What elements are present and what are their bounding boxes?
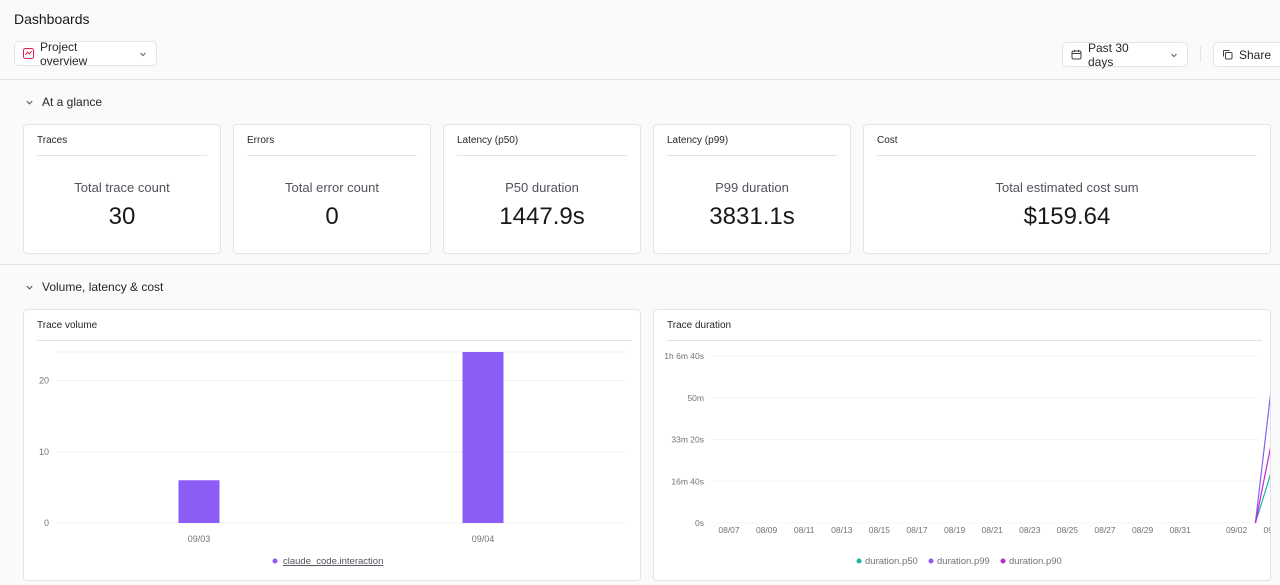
x-tick-label: 08/25 xyxy=(1057,525,1079,535)
metric-card-latency-p99: Latency (p99) P99 duration 3831.1s xyxy=(653,124,851,254)
toolbar-divider xyxy=(1200,46,1201,62)
x-tick-label: 08/09 xyxy=(756,525,778,535)
x-tick-label: 08/15 xyxy=(869,525,891,535)
chevron-down-icon xyxy=(26,285,33,290)
chevron-down-icon xyxy=(26,100,33,105)
y-tick-label: 33m 20s xyxy=(671,435,704,445)
metric-label: Total trace count xyxy=(74,180,170,195)
section-title: At a glance xyxy=(42,95,103,109)
y-tick-label: 10 xyxy=(39,447,49,457)
header-divider xyxy=(0,79,1280,80)
share-label: Share xyxy=(1239,47,1272,62)
dashboard-select-label: Project overview xyxy=(40,39,88,68)
metric-card-traces: Traces Total trace count 30 xyxy=(23,124,221,254)
metric-card-cost: Cost Total estimated cost sum $159.64 xyxy=(863,124,1271,254)
metric-value: 3831.1s xyxy=(709,203,795,230)
legend-label: duration.p90 xyxy=(1009,556,1062,567)
y-tick-label: 0s xyxy=(695,518,704,528)
date-range-label: Past 30 days xyxy=(1088,40,1129,69)
metric-label: P99 duration xyxy=(715,180,789,195)
legend-label: duration.p99 xyxy=(937,556,990,567)
chevron-down-icon xyxy=(140,52,146,56)
section-title: Volume, latency & cost xyxy=(42,280,164,294)
x-tick-label: 08/23 xyxy=(1019,525,1041,535)
metric-label: Total estimated cost sum xyxy=(995,180,1139,195)
series-line xyxy=(1254,393,1270,524)
legend-dot xyxy=(272,558,278,564)
legend-label: duration.p50 xyxy=(865,556,918,567)
x-tick-label: 09/03 xyxy=(188,534,211,544)
page-title: Dashboards xyxy=(14,11,90,27)
y-tick-label: 1h 6m 40s xyxy=(664,351,704,361)
copy-icon xyxy=(1223,50,1233,60)
legend-label: claude_code.interaction xyxy=(283,556,383,567)
legend-dot xyxy=(928,558,934,564)
chevron-down-icon xyxy=(1171,53,1177,57)
chart-card-trace-volume: Trace volume 0 10 20 09/03 09/04 claude_code.… xyxy=(23,309,641,581)
legend-dot xyxy=(856,558,862,564)
share-button[interactable]: Share xyxy=(1213,42,1280,67)
section-toggle-glance[interactable]: At a glance xyxy=(25,95,102,109)
x-tick-label: 09/04 xyxy=(472,534,495,544)
dashboard-select[interactable]: Project overview xyxy=(14,39,157,68)
card-title: Latency (p99) xyxy=(667,135,729,146)
legend-dot xyxy=(1000,558,1006,564)
card-title: Traces xyxy=(37,135,68,146)
x-tick-label: 08/29 xyxy=(1132,525,1154,535)
card-title: Errors xyxy=(247,135,275,146)
trace-duration-chart: 0s 16m 40s 33m 20s 50m 1h 6m 40s 08/07 08/09 08… xyxy=(664,351,1270,567)
divider xyxy=(877,155,1257,156)
y-tick-label: 16m 40s xyxy=(671,476,704,486)
y-tick-label: 0 xyxy=(44,518,49,528)
section-toggle-volume[interactable]: Volume, latency & cost xyxy=(25,280,163,294)
dashboard-icon xyxy=(23,48,34,59)
divider xyxy=(37,340,632,341)
metric-label: Total error count xyxy=(285,180,379,195)
metric-value: 0 xyxy=(325,203,339,230)
x-tick-label: 09/04 xyxy=(1264,525,1270,535)
trace-volume-chart: 0 10 20 09/03 09/04 claude_code.interaction xyxy=(39,351,625,567)
divider xyxy=(37,155,207,156)
section-divider xyxy=(0,264,1280,265)
series-line xyxy=(1254,446,1270,524)
metric-value: 30 xyxy=(108,203,136,230)
x-tick-label: 08/21 xyxy=(982,525,1004,535)
x-tick-label: 09/02 xyxy=(1226,525,1248,535)
metric-label: P50 duration xyxy=(505,180,579,195)
card-title: Latency (p50) xyxy=(457,135,519,146)
divider xyxy=(667,340,1262,341)
series-line xyxy=(1254,474,1270,524)
x-tick-label: 08/19 xyxy=(944,525,966,535)
y-tick-label: 20 xyxy=(39,376,49,386)
x-tick-label: 08/13 xyxy=(831,525,853,535)
metric-card-latency-p50: Latency (p50) P50 duration 1447.9s xyxy=(443,124,641,254)
card-title: Cost xyxy=(877,135,898,146)
divider xyxy=(667,155,837,156)
date-range-select[interactable]: Past 30 days xyxy=(1062,40,1188,69)
metric-value: 1447.9s xyxy=(499,203,585,230)
chart-title: Trace volume xyxy=(37,320,98,331)
divider xyxy=(247,155,417,156)
x-tick-label: 08/11 xyxy=(794,525,815,535)
y-tick-label: 50m xyxy=(687,393,704,403)
bar xyxy=(178,480,220,523)
calendar-icon xyxy=(1071,50,1082,60)
x-tick-label: 08/31 xyxy=(1170,525,1192,535)
metric-card-errors: Errors Total error count 0 xyxy=(233,124,431,254)
divider xyxy=(457,155,627,156)
bar xyxy=(462,352,504,523)
chart-card-trace-duration: Trace duration 0s 16m 40s 33m 20s 50m 1h 6m … xyxy=(653,309,1271,581)
x-tick-label: 08/17 xyxy=(906,525,928,535)
x-tick-label: 08/07 xyxy=(718,525,740,535)
metric-value: $159.64 xyxy=(1023,203,1111,230)
chart-title: Trace duration xyxy=(667,320,732,331)
x-tick-label: 08/27 xyxy=(1094,525,1116,535)
